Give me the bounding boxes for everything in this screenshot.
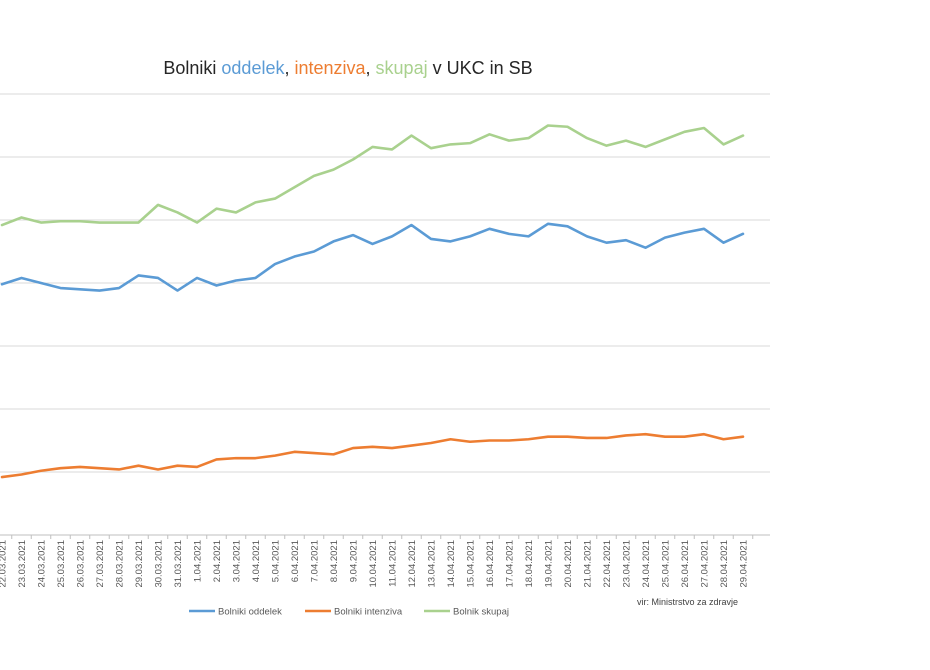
x-tick-label: 17.04.2021 [505, 540, 516, 588]
x-tick-label: 27.03.2021 [95, 540, 106, 588]
x-tick-label: 12.04.2021 [407, 540, 418, 588]
title-segment: skupaj [376, 58, 428, 78]
title-segment: Bolniki [163, 58, 221, 78]
x-tick-label: 22.04.2021 [602, 540, 613, 588]
title-segment: , [366, 58, 376, 78]
x-tick-label: 4.04.2021 [251, 540, 262, 582]
legend-label: Bolniki intenziva [334, 607, 403, 618]
x-tick-label: 1.04.2021 [193, 540, 204, 582]
x-tick-label: 16.04.2021 [485, 540, 496, 588]
x-tick-label: 24.04.2021 [641, 540, 652, 588]
x-tick-label: 9.04.2021 [349, 540, 360, 582]
x-tick-label: 25.03.2021 [56, 540, 67, 588]
x-tick-label: 18.04.2021 [524, 540, 535, 588]
x-tick-label: 2.04.2021 [212, 540, 223, 582]
x-tick-label: 13.04.2021 [427, 540, 438, 588]
title-segment: oddelek [221, 58, 285, 78]
x-tick-label: 14.04.2021 [446, 540, 457, 588]
series-line-0 [0, 222, 745, 292]
title-segment: intenziva [294, 58, 366, 78]
series-line-2 [0, 124, 745, 227]
x-tick-label: 30.03.2021 [154, 540, 165, 588]
x-tick-label: 6.04.2021 [290, 540, 301, 582]
x-tick-label: 31.03.2021 [173, 540, 184, 588]
chart-title: Bolniki oddelek, intenziva, skupaj v UKC… [163, 58, 532, 78]
x-tick-label: 7.04.2021 [310, 540, 321, 582]
x-tick-label: 10.04.2021 [368, 540, 379, 588]
series-lines [0, 124, 745, 479]
x-tick-label: 29.04.2021 [739, 540, 750, 588]
x-tick-label: 26.03.2021 [76, 540, 87, 588]
x-tick-label: 25.04.2021 [661, 540, 672, 588]
x-axis-ticks: 22.03.2021 23.03.2021 24.03.2021 25.03.2021… [0, 535, 754, 588]
x-tick-label: 11.04.2021 [388, 540, 399, 587]
x-tick-label: 26.04.2021 [680, 540, 691, 588]
x-tick-label: 23.04.2021 [622, 540, 633, 588]
legend: Bolniki oddelek Bolniki intenziva Bolnik s… [189, 607, 509, 618]
x-tick-label: 29.03.2021 [134, 540, 145, 588]
x-tick-label: 15.04.2021 [466, 540, 477, 588]
x-tick-label: 21.04.2021 [583, 540, 594, 588]
x-tick-label: 24.03.2021 [37, 540, 48, 588]
x-tick-label: 8.04.2021 [329, 540, 340, 582]
legend-label: Bolniki oddelek [218, 607, 282, 618]
x-tick-label: 3.04.2021 [232, 540, 243, 582]
x-tick-label: 22.03.2021 [0, 540, 9, 588]
x-tick-label: 19.04.2021 [544, 540, 555, 588]
x-tick-label: 28.04.2021 [719, 540, 730, 588]
title-segment: , [284, 58, 294, 78]
x-tick-label: 23.03.2021 [17, 540, 28, 588]
x-tick-label: 27.04.2021 [700, 540, 711, 588]
series-line-1 [0, 432, 745, 479]
x-tick-label: 28.03.2021 [115, 540, 126, 588]
legend-label: Bolnik skupaj [453, 607, 509, 618]
x-tick-label: 20.04.2021 [563, 540, 574, 588]
title-segment: v UKC in SB [428, 58, 533, 78]
x-tick-label: 5.04.2021 [271, 540, 282, 582]
source-note: vir: Ministrstvo za zdravje [637, 597, 738, 607]
